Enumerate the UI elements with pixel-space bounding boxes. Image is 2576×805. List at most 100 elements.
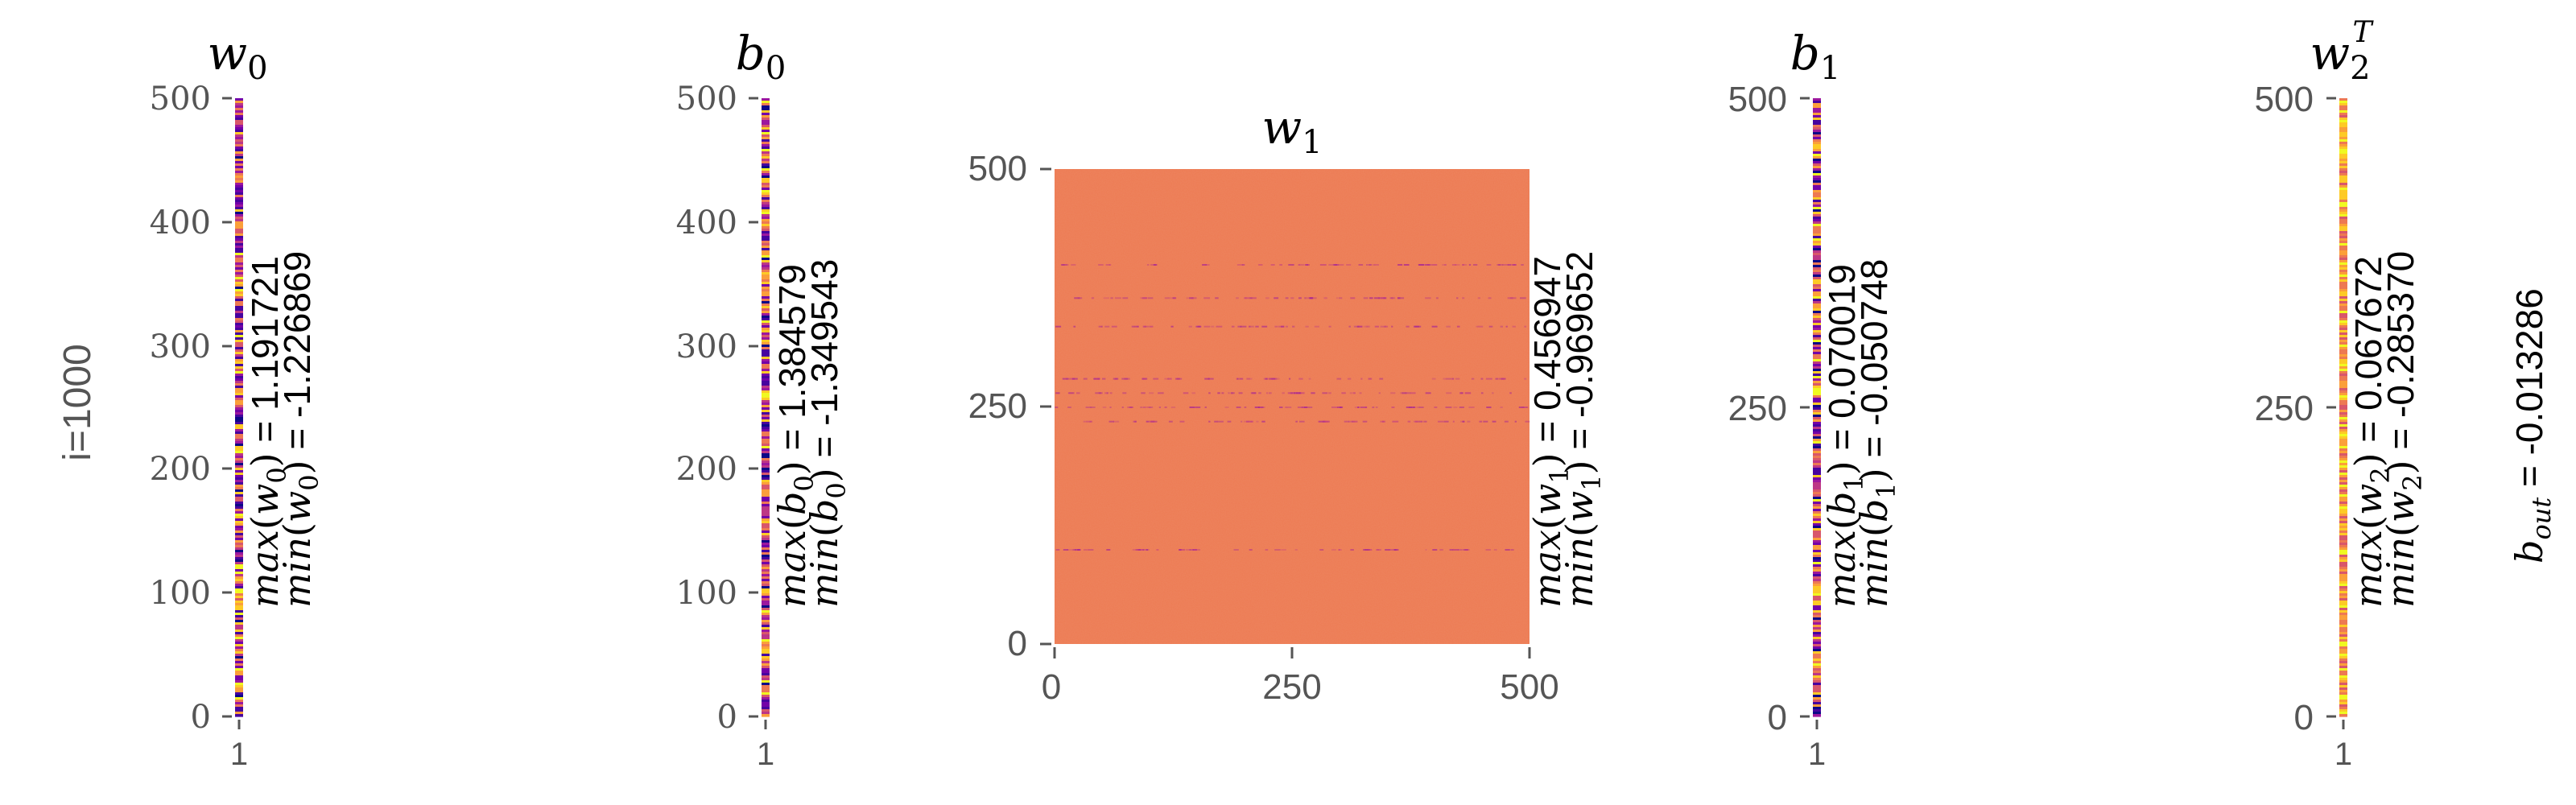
strip-band [2339,494,2347,497]
w1-streak [1455,378,1460,380]
strip-band [235,103,243,106]
strip-band [235,714,243,717]
strip-band [1813,492,1821,495]
strip-band [235,383,243,386]
w1-streak [1100,325,1103,328]
w1-streak [1236,378,1239,380]
strip-band [1813,378,1821,382]
w1-streak [1364,407,1368,408]
w1-streak [1319,549,1324,551]
w1-streak [1356,325,1362,328]
w1-streak [1431,378,1436,380]
w1-streak [1352,420,1358,423]
w1-streak [1504,420,1509,423]
panel-w2t-yaxis: 0 250 500 [2255,80,2336,737]
w1-streak [1098,392,1103,394]
strip-band [2339,547,2347,551]
strip-band [762,212,770,215]
w1-streak [1349,392,1353,394]
strip-band [235,630,243,633]
w1-streak [1121,407,1124,408]
strip-band [762,552,770,555]
strip-band [762,446,770,449]
strip-band [235,576,243,580]
strip-band [2339,192,2347,196]
strip-band [235,369,243,372]
w1-streak [1244,407,1247,408]
strip-band [235,610,243,613]
strip-band [235,108,243,111]
panel-b0-title: b0 [736,26,786,87]
strip-band [1813,533,1821,536]
w1-streak [1111,325,1117,328]
strip-band [235,465,243,469]
strip-band [235,419,243,423]
panel-b1: b1 0 250 500 1 max(b1) = 0.070019 min(b1… [1728,26,1901,772]
w1-streak [1214,420,1218,423]
strip-band [2339,105,2347,109]
strip-band [235,603,243,606]
w1-streak [1103,297,1109,299]
strip-band [2339,173,2347,176]
strip-band [762,134,770,138]
strip-band [1813,569,1821,572]
w1-streak [1076,392,1080,394]
w1-streak [1083,420,1086,423]
strip-band [1813,463,1821,466]
strip-band [235,229,243,232]
strip-band [235,144,243,147]
strip-band [1813,294,1821,297]
strip-band [2339,591,2347,594]
w1-streak [1268,378,1272,380]
strip-band [762,608,770,611]
strip-band [1813,439,1821,442]
strip-band [2339,407,2347,411]
w1-streak [1062,378,1068,380]
strip-band [1813,419,1821,423]
w1-streak [1192,549,1197,551]
strip-band [2339,473,2347,476]
strip-band [235,265,243,268]
w1-streak [1236,378,1241,380]
strip-band [235,374,243,377]
strip-band [762,506,770,510]
strip-band [2339,530,2347,534]
strip-band [762,318,770,321]
strip-band [2339,313,2347,316]
strip-band [1813,712,1821,715]
strip-band [1813,424,1821,427]
strip-band [235,279,243,283]
strip-band [762,130,770,133]
strip-band [1813,137,1821,140]
strip-band [1813,528,1821,531]
w1-streak [1456,325,1459,328]
w1-streak [1066,378,1070,380]
strip-band [1813,173,1821,176]
strip-band [235,591,243,594]
w1-streak [1425,297,1431,299]
w1-streak [1462,420,1465,423]
w1-streak [1085,420,1092,423]
strip-band [1813,545,1821,548]
strip-band [235,328,243,331]
w1-streak [1425,392,1431,394]
strip-band [235,429,243,432]
strip-band [2339,137,2347,140]
strip-band [762,485,770,488]
strip-band [1813,347,1821,350]
strip-band [762,287,770,290]
strip-band [235,646,243,650]
strip-band [2339,101,2347,104]
panel-b0-xaxis: 1 [757,720,774,772]
strip-band [2339,294,2347,297]
strip-band [1813,654,1821,657]
strip-band [235,393,243,396]
strip-band [1813,110,1821,114]
w1-streak [1179,420,1185,423]
w1-streak [1392,420,1399,423]
strip-band [2339,586,2347,589]
strip-band [762,668,770,671]
w1-streak [1146,420,1150,423]
strip-band [235,267,243,270]
w1-streak [1492,392,1494,394]
